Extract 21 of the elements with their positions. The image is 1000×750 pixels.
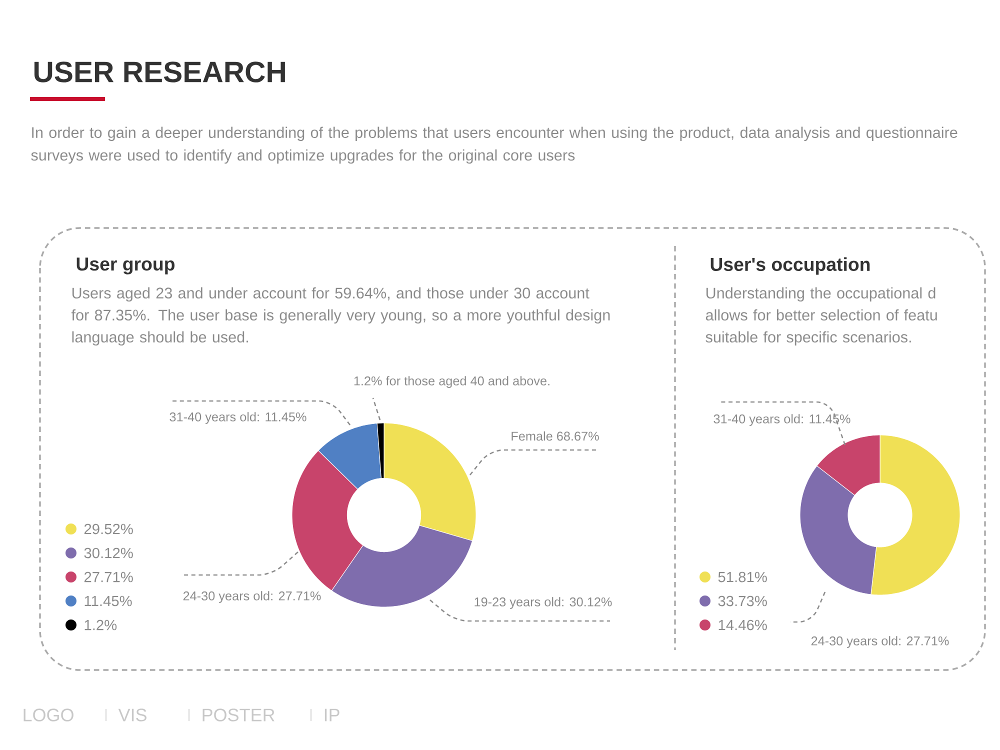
- legend-label: 51.81%: [718, 572, 767, 582]
- text: 31-40 years old: 11.45%: [170, 412, 306, 424]
- text: Female 68.67%: [512, 431, 599, 441]
- legend-label: 27.71%: [84, 572, 133, 582]
- text: 1.2% for those aged 40 and above.: [354, 376, 550, 388]
- text: 24-30 years old: 27.71%: [183, 591, 321, 603]
- text: In order to gain a deeper understanding of the problems that users encounter when using the product, data analysis and questionnaire surveys were used to identify and optimize upgrades for the original core users: [31, 126, 958, 164]
- legend-label: 30.12%: [84, 548, 133, 558]
- legend-label: 14.46%: [718, 620, 767, 630]
- legend-label: 11.45%: [84, 596, 132, 606]
- text: 19-23 years old: 30.12%: [474, 597, 612, 609]
- legend-label: 1.2%: [84, 620, 117, 630]
- chart-title: User group: [76, 258, 174, 274]
- legend-label: 33.73%: [718, 596, 767, 606]
- text: USER RESEARCH: [34, 62, 285, 82]
- chart-subtitle: Users aged 23 and under account for 59.64%, and those under 30 account for 87.35%. The user base is generally very young, so a more youthful design language should be used.: [71, 287, 610, 346]
- text: 24-30 years old: 27.71%: [811, 636, 949, 648]
- chart-subtitle: Understanding the occupational d allows for better selection of featu suitable for specific scenarios.: [706, 287, 937, 346]
- text: 31-40 years old: 11.45%: [714, 414, 850, 426]
- chart-title: User's occupation: [710, 257, 870, 275]
- legend-label: 29.52%: [84, 524, 133, 534]
